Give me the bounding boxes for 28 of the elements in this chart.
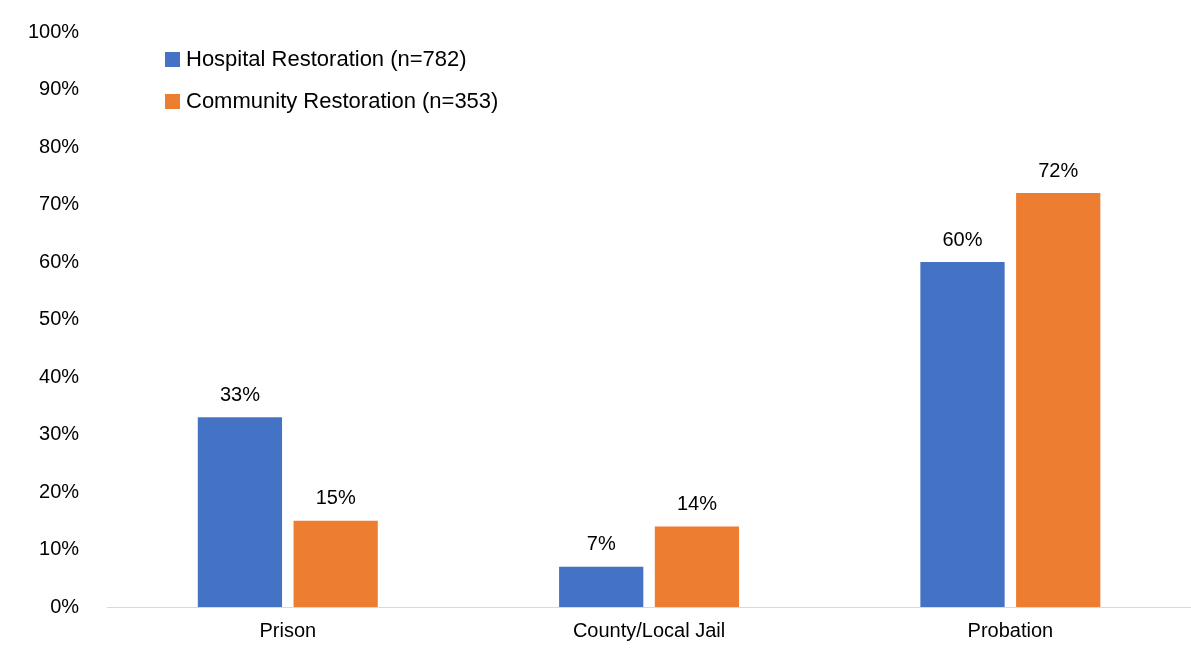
x-tick-label: Prison bbox=[259, 618, 317, 641]
y-tick-label: 30% bbox=[39, 422, 80, 445]
legend-label: Hospital Restoration (n=782) bbox=[186, 46, 467, 72]
y-tick-label: 10% bbox=[39, 537, 80, 560]
bar bbox=[559, 566, 644, 607]
bar bbox=[654, 526, 740, 607]
y-tick-label: 60% bbox=[39, 249, 80, 272]
x-tick-label: County/Local Jail bbox=[572, 618, 726, 641]
data-label: 33% bbox=[219, 382, 261, 405]
bar bbox=[197, 417, 283, 607]
y-tick-label: 100% bbox=[28, 19, 80, 42]
bar bbox=[293, 520, 378, 607]
y-tick-label: 50% bbox=[39, 307, 80, 330]
data-label: 72% bbox=[1038, 158, 1079, 181]
x-tick-label: Probation bbox=[967, 618, 1054, 641]
y-tick-label: 20% bbox=[39, 479, 80, 502]
data-label: 60% bbox=[942, 227, 983, 250]
legend-label: Community Restoration (n=353) bbox=[186, 88, 499, 114]
y-tick-label: 80% bbox=[39, 134, 80, 157]
data-label: 14% bbox=[676, 492, 718, 515]
y-tick-label: 0% bbox=[50, 594, 80, 617]
y-tick-label: 90% bbox=[39, 77, 80, 100]
data-label: 15% bbox=[315, 486, 356, 509]
bar bbox=[1016, 193, 1101, 607]
y-tick-label: 40% bbox=[39, 364, 80, 387]
bar bbox=[920, 262, 1005, 607]
y-tick-label: 70% bbox=[39, 192, 80, 215]
data-label: 7% bbox=[586, 532, 616, 555]
